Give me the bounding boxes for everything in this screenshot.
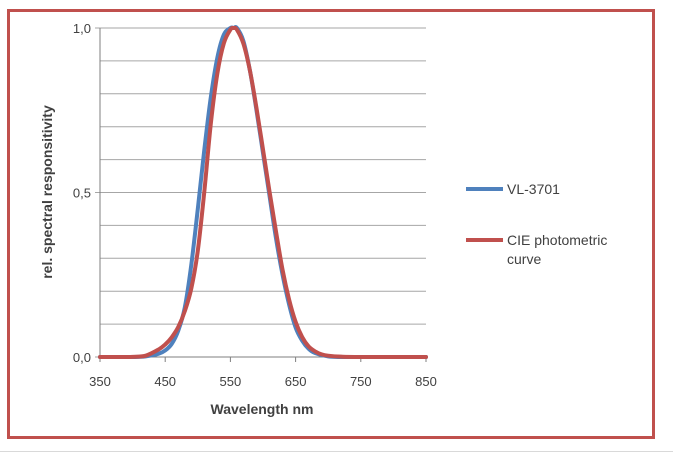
x-tick-label-3: 650 [285,374,307,389]
x-tick-label-0: 350 [89,374,111,389]
legend-label-vl3701: VL-3701 [507,181,560,197]
x-tick-label-1: 450 [154,374,176,389]
gridlines [95,27,426,358]
series-line-cie [98,25,428,360]
legend: VL-3701 CIE photometric curve [466,181,607,267]
axes [99,28,427,362]
series-lines [98,25,428,360]
tick-labels: 350 450 550 650 750 850 0,0 0,5 1,0 [73,21,437,389]
legend-label-cie-line-0: CIE photometric [507,232,607,248]
x-tick-label-4: 750 [350,374,372,389]
chart-frame [7,9,655,439]
y-tick-label-2: 1,0 [73,21,91,36]
x-tick-label-2: 550 [220,374,242,389]
page-bottom-divider [0,451,673,452]
y-tick-label-1: 0,5 [73,186,91,201]
legend-label-cie-line-1: curve [507,251,541,267]
x-axis-title: Wavelength nm [211,401,314,417]
y-axis-title: rel. spectral responsitivity [39,105,55,279]
legend-label-cie: CIE photometric curve [507,232,607,267]
y-tick-label-0: 0,0 [73,350,91,365]
x-tick-label-5: 850 [415,374,437,389]
